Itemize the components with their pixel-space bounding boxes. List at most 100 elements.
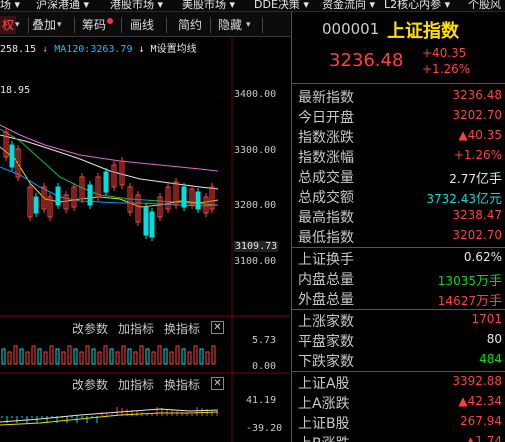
volume-bar	[85, 345, 90, 365]
candle-body	[63, 194, 69, 210]
quote-panel: 000001 上证指数 3236.48 +40.35 +1.26% 最新指数 32…	[291, 12, 505, 442]
nav-l2-core[interactable]: L2核心内参 ▾	[384, 0, 451, 11]
stat-number: 14627	[437, 294, 476, 308]
chips-button[interactable]: 筹码	[82, 16, 114, 34]
stat-value: 3202.70	[452, 228, 502, 242]
volume-bar	[205, 351, 210, 365]
draw-line-button[interactable]: 画线	[130, 18, 155, 32]
volume-bar	[175, 345, 180, 365]
ma-line	[0, 124, 219, 172]
volume-bar	[31, 345, 36, 365]
brief-button[interactable]: 简约	[178, 18, 203, 32]
last-price: 3236.48	[329, 50, 404, 71]
rights-dropdown-icon[interactable]: ▾	[15, 20, 20, 30]
candle-body	[157, 196, 163, 218]
nav-stock-partial[interactable]: 个股风	[468, 0, 501, 11]
volume-bar	[25, 351, 30, 365]
macd-switch-indicator-button[interactable]: 换指标	[164, 378, 201, 392]
stock-name: 上证指数	[387, 21, 459, 42]
nav-fund-flow[interactable]: 资金流向 ▾	[322, 0, 376, 11]
nav-us-market[interactable]: 美股市场 ▾	[182, 0, 236, 11]
stat-label: 外盘总量	[298, 292, 354, 308]
stat-row: 总成交额 3732.43亿元	[292, 186, 505, 207]
volume-bar	[7, 351, 12, 365]
nav-ddeas[interactable]: DDE决策 ▾	[254, 0, 309, 11]
ma-indicator-line: 258.15 ↓ MA120:3263.79 ↓ M设置均线	[0, 40, 197, 55]
stat-value: 3238.47	[452, 208, 502, 222]
hide-dropdown-icon[interactable]: ▾	[246, 20, 251, 30]
stat-row: 外盘总量 14627万手	[292, 288, 505, 309]
volume-bar	[139, 345, 144, 365]
price-change: +40.35	[422, 46, 467, 60]
stat-value: 80	[487, 332, 502, 346]
stat-value: 3202.70	[452, 108, 502, 122]
candle-body	[41, 186, 47, 210]
stat-number: 267.94	[460, 414, 502, 428]
nav-market-partial[interactable]: 场 ▾	[0, 0, 21, 11]
macd-params-button[interactable]: 改参数	[72, 378, 109, 392]
nav-hk-market[interactable]: 港股市场 ▾	[110, 0, 164, 11]
kline-chart-panel[interactable]: 258.15 ↓ MA120:3263.79 ↓ M设置均线 18.95 340…	[0, 37, 290, 442]
overlay-dropdown-icon[interactable]: ▾	[57, 20, 62, 30]
stat-value: 267.94	[460, 414, 502, 428]
macd-close-icon[interactable]: ✕	[211, 377, 224, 390]
toolbar-divider	[74, 17, 75, 33]
stock-code: 000001	[322, 20, 380, 38]
volume-bar	[79, 351, 84, 365]
stat-number: 3238.47	[452, 208, 502, 222]
ma-arrow-icon: ↓ M	[138, 44, 157, 55]
low-price-marker: 3109.73	[234, 241, 279, 252]
stat-label: 上A涨跌	[298, 396, 350, 412]
top-nav-bar: 场 ▾ 沪深港通 ▾ 港股市场 ▾ 美股市场 ▾ DDE决策 ▾ 资金流向 ▾ L2核心内参…	[0, 0, 505, 12]
candle-body	[79, 176, 85, 200]
macd-dea-line	[0, 411, 219, 426]
candle-body	[203, 196, 209, 214]
candle-body	[209, 186, 215, 210]
volume-bar	[55, 348, 60, 365]
nav-hk-connect[interactable]: 沪深港通 ▾	[36, 0, 90, 11]
chips-label: 筹码	[82, 18, 107, 32]
stat-value: ▲40.35	[458, 128, 502, 142]
stat-label: 指数涨跌	[298, 130, 354, 146]
y-tick-label: 3400.00	[234, 89, 277, 100]
candle-body	[149, 211, 155, 238]
candle-body	[95, 176, 101, 198]
volume-bar	[37, 348, 42, 365]
stat-value: +1.26%	[454, 148, 502, 162]
candle-body	[173, 181, 179, 206]
stat-value: 3392.88	[452, 374, 502, 388]
stat-number: 3236.48	[452, 88, 502, 102]
volume-bar	[73, 348, 78, 365]
ma-settings-link[interactable]: 设置均线	[156, 44, 197, 55]
volume-add-indicator-button[interactable]: 加指标	[118, 322, 155, 336]
stat-value: ▲1.74	[466, 434, 502, 442]
ma-value-fragment: 258.15	[0, 44, 37, 55]
volume-close-icon[interactable]: ✕	[211, 321, 224, 334]
volume-bar	[49, 345, 54, 365]
stat-row: 指数涨跌 ▲40.35	[292, 126, 505, 146]
volume-bar	[1, 348, 6, 365]
section-divider	[292, 371, 505, 372]
stat-value: ▲42.34	[458, 394, 502, 408]
stat-value: 2.77亿手	[449, 168, 502, 187]
candle-body	[3, 131, 9, 158]
macd-add-indicator-button[interactable]: 加指标	[118, 378, 155, 392]
stat-unit: 亿元	[475, 192, 502, 207]
stat-value: 0.62%	[464, 250, 502, 264]
notification-dot-icon	[107, 18, 114, 24]
volume-switch-indicator-button[interactable]: 换指标	[164, 322, 201, 336]
hide-button[interactable]: 隐藏	[218, 18, 243, 32]
volume-bar	[115, 351, 120, 365]
overlay-button[interactable]: 叠加	[32, 18, 57, 32]
rights-button[interactable]: 权	[0, 16, 17, 34]
stat-label: 上证B股	[298, 416, 350, 432]
stat-number: 1701	[471, 312, 502, 326]
toolbar-divider	[210, 17, 211, 33]
stat-label: 最新指数	[298, 90, 354, 106]
volume-bar	[103, 345, 108, 365]
volume-params-button[interactable]: 改参数	[72, 322, 109, 336]
chart-canvas[interactable]	[0, 37, 290, 442]
stat-number: ▲42.34	[458, 394, 502, 408]
stat-row: 上A涨跌 ▲42.34	[292, 392, 505, 412]
high-price-marker: 18.95	[0, 85, 31, 96]
